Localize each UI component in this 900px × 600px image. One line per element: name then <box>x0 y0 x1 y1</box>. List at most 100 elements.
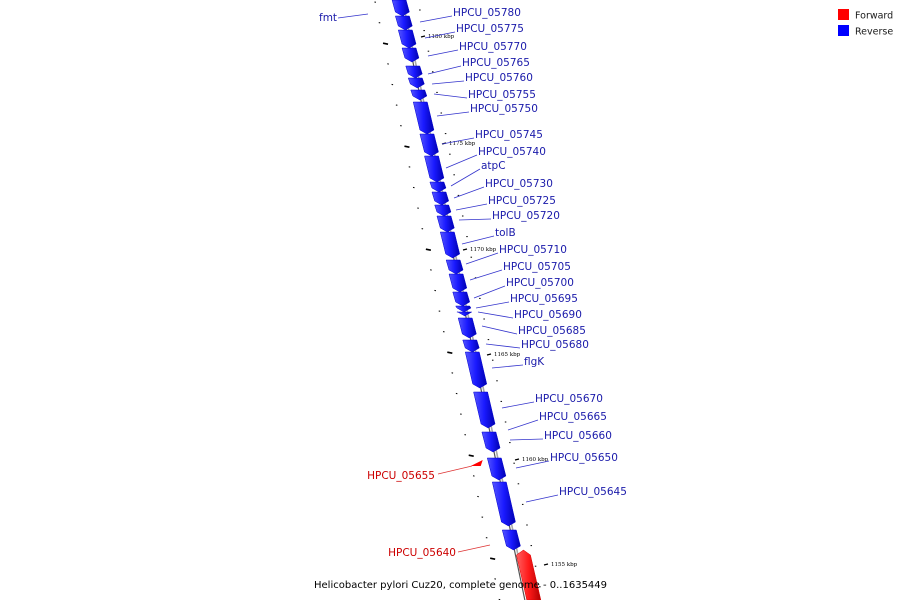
gene-feature <box>419 133 439 157</box>
tick-mark <box>425 248 432 251</box>
gene-leader-line <box>491 364 524 369</box>
legend-swatch-reverse <box>838 25 849 36</box>
gene-feature <box>397 29 417 49</box>
gene-label: HPCU_05760 <box>465 72 533 84</box>
gene-label: flgK <box>524 356 545 368</box>
kbp-label: 1170 kbp <box>470 247 497 253</box>
kbp-tick <box>462 248 468 251</box>
gene-label: HPCU_05660 <box>544 430 612 442</box>
gene-feature <box>405 65 423 79</box>
gene-leader-line <box>424 31 456 39</box>
gene-feature <box>464 351 488 389</box>
gene-leader-line <box>469 269 503 281</box>
tick-mark <box>468 454 474 457</box>
gene-feature <box>481 431 501 453</box>
gene-label: HPCU_05690 <box>514 309 582 321</box>
gene-leader-line <box>450 168 481 187</box>
gene-feature <box>391 0 410 17</box>
tick-mark <box>404 145 410 148</box>
gene-label: HPCU_05645 <box>559 486 627 498</box>
gene-feature <box>424 155 445 183</box>
gene-feature <box>501 529 521 551</box>
gene-label: HPCU_05700 <box>506 277 574 289</box>
gene-label: tolB <box>495 227 516 239</box>
gene-label: HPCU_05750 <box>470 103 538 115</box>
map-caption: Helicobacter pylori Cuz20, complete geno… <box>314 580 607 591</box>
gene-feature <box>436 215 455 233</box>
gene-label: HPCU_05720 <box>492 210 560 222</box>
gene-leader-line <box>477 311 514 319</box>
gene-feature <box>457 317 477 339</box>
gene-leader-line <box>509 438 544 441</box>
gene-feature <box>410 89 428 101</box>
gene-leader-line <box>458 218 492 221</box>
gene-leader-line <box>515 460 550 469</box>
gene-label: atpC <box>481 160 506 172</box>
gene-label: HPCU_05640 <box>388 547 456 559</box>
kbp-tick <box>486 353 492 356</box>
gene-feature <box>456 311 473 317</box>
gene-label: HPCU_05755 <box>468 89 536 101</box>
legend-label-reverse: Reverse <box>855 27 893 38</box>
gene-feature <box>470 460 483 466</box>
gene-label: HPCU_05765 <box>462 57 530 69</box>
gene-label: fmt <box>319 12 337 24</box>
gene-feature <box>452 291 470 307</box>
gene-label: HPCU_05655 <box>367 470 435 482</box>
gene-feature <box>407 77 425 89</box>
legend: Forward Reverse <box>838 9 893 38</box>
gene-label: HPCU_05685 <box>518 325 586 337</box>
gene-feature <box>516 549 542 600</box>
gene-label: HPCU_05725 <box>488 195 556 207</box>
gene-feature <box>491 481 516 527</box>
gene-feature <box>445 259 464 275</box>
gene-feature <box>431 191 449 206</box>
gene-feature <box>412 101 435 135</box>
tick-mark <box>382 42 389 45</box>
gene-leader-line <box>457 544 491 553</box>
gene-label: HPCU_05775 <box>456 23 524 35</box>
kbp-label: 1165 kbp <box>494 352 521 358</box>
gene-label: HPCU_05695 <box>510 293 578 305</box>
kbp-tick <box>420 35 426 38</box>
gene-label: HPCU_05770 <box>459 41 527 53</box>
gene-leader-line <box>431 80 465 85</box>
gene-leader-line <box>419 15 453 23</box>
kbp-tick <box>514 458 520 461</box>
gene-leader-line <box>525 494 559 503</box>
gene-leader-line <box>445 154 478 169</box>
gene-leader-line <box>481 325 518 335</box>
gene-feature <box>486 457 507 481</box>
gene-feature <box>448 273 468 293</box>
gene-leader-line <box>461 235 495 245</box>
gene-leader-line <box>441 137 475 145</box>
gene-leader-line <box>455 203 488 211</box>
gene-leader-line <box>475 301 510 309</box>
gene-leader-line <box>507 419 539 431</box>
gene-label: HPCU_05745 <box>475 129 543 141</box>
gene-label: HPCU_05780 <box>453 7 521 19</box>
gene-leader-line <box>485 343 521 349</box>
gene-feature <box>429 181 447 193</box>
gene-feature <box>462 339 480 353</box>
kbp-tick <box>543 563 549 566</box>
gene-leader-line <box>427 65 462 75</box>
gene-leader-line <box>465 252 499 265</box>
gene-feature <box>455 305 472 313</box>
kbp-label: 1180 kbp <box>428 34 455 40</box>
tick-marks <box>374 1 541 600</box>
gene-feature <box>439 231 460 259</box>
gene-label: HPCU_05650 <box>550 452 618 464</box>
legend-swatch-forward <box>838 9 849 20</box>
tick-mark <box>447 351 453 354</box>
gene-feature <box>401 47 420 63</box>
gene-leader-line <box>436 111 470 117</box>
kbp-scale: 1180 kbp 1175 kbp 1170 kbp 1165 kbp 1160 kbp… <box>420 34 578 568</box>
kbp-label: 1160 kbp <box>522 457 549 463</box>
gene-leader-line <box>437 465 473 475</box>
gene-leader-line <box>427 49 459 57</box>
gene-leader-line <box>473 285 506 299</box>
gene-label: HPCU_05665 <box>539 411 607 423</box>
gene-label: HPCU_05710 <box>499 244 567 256</box>
